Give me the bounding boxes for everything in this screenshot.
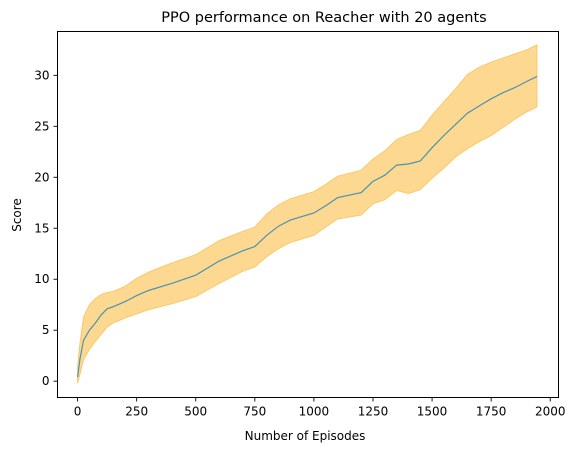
chart-title: PPO performance on Reacher with 20 agent… (161, 10, 486, 26)
plot-area (77, 44, 538, 384)
y-tick-label: 20 (34, 170, 49, 184)
y-tick-label: 15 (34, 221, 49, 235)
y-tick-label: 10 (34, 272, 49, 286)
y-tick-label: 30 (34, 68, 49, 82)
mean-series (77, 75, 538, 378)
x-axis-label: Number of Episodes (245, 429, 366, 443)
x-tick-label: 2000 (535, 405, 566, 419)
x-tick-label: 250 (125, 405, 148, 419)
x-tick-label: 1000 (299, 405, 330, 419)
x-axis-ticks: 0 250 500 750 1000 1250 1500 1750 2000 (74, 397, 566, 419)
x-tick-label: 1750 (476, 405, 507, 419)
x-tick-label: 1250 (358, 405, 389, 419)
band-series (77, 44, 538, 384)
x-tick-label: 1500 (417, 405, 448, 419)
y-tick-label: 25 (34, 119, 49, 133)
y-tick-label: 0 (42, 374, 50, 388)
x-tick-label: 0 (74, 405, 82, 419)
plot-frame (57, 31, 559, 398)
y-axis-label: Score (10, 198, 24, 232)
x-tick-label: 750 (243, 405, 266, 419)
x-tick-label: 500 (184, 405, 207, 419)
y-axis-ticks: 0 5 10 15 20 25 30 (34, 68, 58, 388)
y-tick-label: 5 (42, 323, 50, 337)
